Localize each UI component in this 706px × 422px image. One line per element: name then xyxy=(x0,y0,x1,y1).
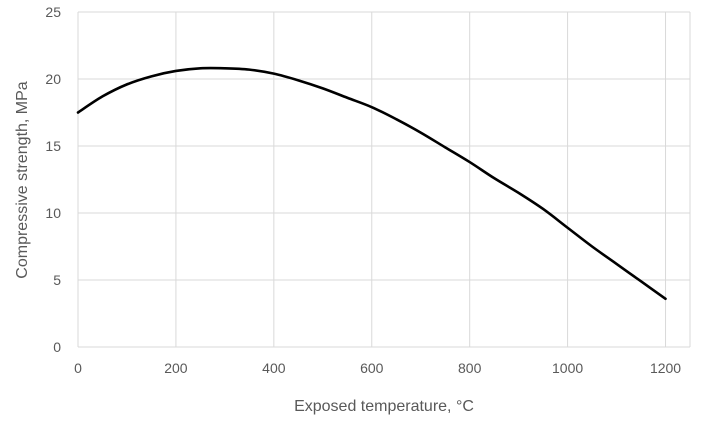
y-tick-labels: 0 5 10 15 20 25 xyxy=(45,4,61,355)
x-tick-1000: 1000 xyxy=(552,360,583,376)
x-axis-title: Exposed temperature, °C xyxy=(294,398,474,415)
y-tick-20: 20 xyxy=(45,71,61,87)
vertical-gridlines xyxy=(77,12,691,347)
x-tick-600: 600 xyxy=(360,360,384,376)
y-tick-0: 0 xyxy=(53,339,61,355)
x-tick-200: 200 xyxy=(164,360,188,376)
y-tick-15: 15 xyxy=(45,138,61,154)
x-tick-800: 800 xyxy=(458,360,482,376)
horizontal-gridlines xyxy=(78,11,690,348)
x-tick-labels: 0 200 400 600 800 1000 1200 xyxy=(74,360,681,376)
y-tick-5: 5 xyxy=(53,272,61,288)
x-tick-400: 400 xyxy=(262,360,286,376)
compressive-strength-curve xyxy=(76,66,667,301)
y-tick-10: 10 xyxy=(45,205,61,221)
y-tick-25: 25 xyxy=(45,4,61,20)
y-axis-title: Compressive strength, MPa xyxy=(14,81,31,279)
x-tick-0: 0 xyxy=(74,360,82,376)
x-tick-1200: 1200 xyxy=(650,360,681,376)
